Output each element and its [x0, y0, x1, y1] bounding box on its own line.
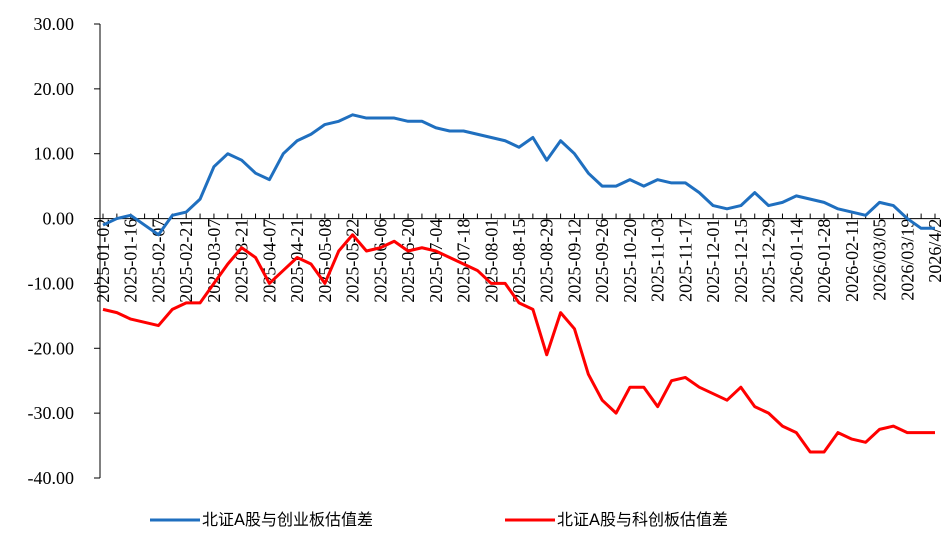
y-tick-label: -30.00 [28, 403, 75, 423]
x-tick-label: 2025-01-02 [93, 219, 113, 303]
x-tick-label: 2025-05-08 [315, 219, 335, 303]
x-tick-label: 2026-01-14 [786, 219, 806, 303]
x-tick-label: 2025-06-20 [398, 219, 418, 303]
x-tick-label: 2026-01-28 [814, 219, 834, 303]
x-tick-label: 2025-11-03 [648, 219, 668, 302]
x-tick-label: 2025-06-06 [370, 219, 390, 303]
x-tick-label: 2025-01-16 [121, 219, 141, 303]
x-tick-label: 2025-12-01 [703, 219, 723, 303]
x-tick-label: 2025-08-01 [481, 219, 501, 303]
y-tick-label: 30.00 [34, 14, 75, 34]
x-tick-label: 2025-09-12 [564, 219, 584, 303]
x-tick-label: 2026/03/05 [870, 219, 890, 301]
x-tick-label: 2025-03-07 [204, 219, 224, 303]
x-tick-label: 2025-02-21 [176, 219, 196, 303]
x-tick-label: 2025-08-15 [509, 219, 529, 303]
x-tick-label: 2025-04-21 [287, 219, 307, 303]
x-tick-label: 2025-03-21 [232, 219, 252, 303]
y-tick-label: 20.00 [34, 79, 75, 99]
y-tick-label: -10.00 [28, 273, 75, 293]
legend-label: 北证A股与创业板估值差 [202, 510, 373, 529]
x-tick-label: 2025-02-07 [148, 219, 168, 303]
line-series [102, 233, 935, 454]
x-tick-label: 2026/4/2 [925, 219, 945, 283]
x-tick-label: 2025-10-20 [620, 219, 640, 303]
legend-label: 北证A股与科创板估值差 [557, 510, 728, 529]
x-tick-label: 2025-12-15 [731, 219, 751, 303]
line-series [102, 113, 935, 237]
x-tick-label: 2026-02-11 [842, 219, 862, 302]
x-tick-label: 2025-07-04 [426, 219, 446, 303]
x-tick-label: 2026/03/19 [897, 219, 917, 301]
x-tick-label: 2025-05-22 [343, 219, 363, 303]
x-tick-label: 2025-12-29 [759, 219, 779, 303]
x-tick-label: 2025-09-26 [592, 219, 612, 303]
x-tick-label: 2025-11-17 [675, 219, 695, 302]
x-tick-label: 2025-07-18 [454, 219, 474, 303]
y-tick-label: -20.00 [28, 338, 75, 358]
y-tick-label: 10.00 [34, 144, 75, 164]
x-tick-label: 2025-04-07 [259, 219, 279, 303]
x-tick-label: 2025-08-29 [537, 219, 557, 303]
y-tick-label: 0.00 [43, 209, 75, 229]
y-tick-label: -40.00 [28, 468, 75, 488]
